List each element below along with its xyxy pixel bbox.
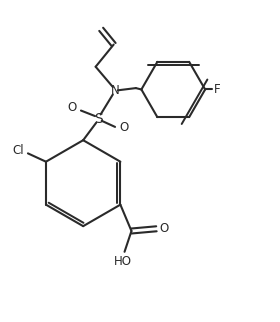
Text: HO: HO [114, 255, 132, 268]
Text: O: O [67, 101, 76, 114]
Text: S: S [94, 112, 103, 127]
Text: N: N [111, 84, 120, 97]
Text: Cl: Cl [12, 144, 24, 157]
Text: O: O [119, 121, 129, 134]
Text: O: O [159, 222, 169, 235]
Text: F: F [213, 83, 220, 96]
